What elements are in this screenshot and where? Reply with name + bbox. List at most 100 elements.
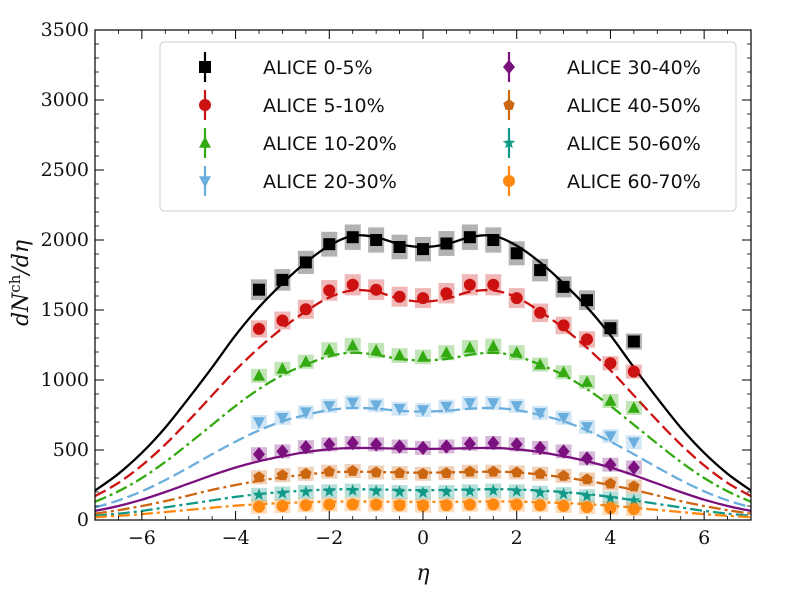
- data-point: [323, 498, 336, 511]
- y-tick-label: 3500: [41, 19, 89, 41]
- data-point: [393, 403, 406, 416]
- data-point: [440, 439, 453, 454]
- legend-entry-4: ALICE 20-30%: [199, 166, 397, 196]
- data-point: [276, 469, 289, 481]
- data-point: [510, 247, 523, 260]
- data-point: [370, 437, 383, 452]
- data-point: [370, 400, 383, 412]
- model-curve-2: [95, 288, 751, 498]
- data-point: [534, 499, 547, 512]
- data-point: [252, 488, 266, 501]
- data-point: [253, 369, 265, 381]
- data-point: [581, 422, 593, 434]
- data-point: [487, 435, 500, 451]
- legend-label: ALICE 30-40%: [567, 57, 701, 79]
- legend-label: ALICE 10-20%: [263, 133, 397, 155]
- data-point: [346, 278, 359, 291]
- data-point: [440, 485, 453, 498]
- data-point: [276, 314, 289, 327]
- data-point: [510, 498, 523, 511]
- data-point: [299, 355, 312, 367]
- data-point: [440, 467, 453, 478]
- legend-entry-7: ALICE 50-60%: [502, 128, 701, 158]
- data-point: [487, 234, 500, 246]
- legend-entry-5: ALICE 30-40%: [503, 52, 701, 82]
- data-point: [510, 292, 523, 305]
- data-point: [627, 493, 641, 506]
- legend-marker: [503, 59, 515, 75]
- data-point: [604, 394, 617, 406]
- data-point: [580, 489, 594, 502]
- data-point: [393, 241, 406, 253]
- data-point: [253, 447, 265, 462]
- data-point: [417, 292, 429, 305]
- legend-marker: [199, 99, 211, 111]
- data-point: [323, 401, 336, 413]
- data-point: [253, 283, 265, 296]
- data-point: [463, 398, 476, 410]
- data-point: [370, 234, 383, 246]
- data-point: [393, 439, 406, 454]
- data-point: [253, 322, 265, 335]
- data-point: [627, 401, 640, 413]
- data-point: [370, 344, 383, 356]
- legend-label: ALICE 20-30%: [263, 171, 397, 193]
- x-tick-label: −6: [128, 527, 156, 549]
- data-point: [347, 465, 359, 476]
- legend-entry-1: ALICE 0-5%: [199, 52, 373, 82]
- data-point: [557, 487, 570, 500]
- legend: ALICE 0-5% ALICE 5-10% ALICE 10-20% ALICE 2…: [159, 41, 737, 212]
- data-point: [534, 440, 547, 456]
- data-point: [604, 322, 617, 335]
- y-tick-label: 3000: [41, 89, 89, 111]
- legend-entry-6: ALICE 40-50%: [503, 90, 701, 120]
- data-point: [487, 398, 500, 410]
- data-point: [346, 231, 359, 244]
- data-point: [627, 335, 640, 348]
- data-point: [463, 231, 476, 244]
- data-point: [300, 467, 312, 479]
- data-point: [417, 499, 429, 512]
- legend-entry-2: ALICE 5-10%: [199, 90, 385, 120]
- data-point: [463, 498, 476, 511]
- series-markers-1: [251, 224, 642, 350]
- data-point: [487, 465, 499, 477]
- data-point: [604, 477, 617, 489]
- data-point: [534, 467, 546, 479]
- data-point: [510, 401, 523, 413]
- series-markers-8: [251, 497, 642, 517]
- data-point: [417, 243, 429, 256]
- data-point: [581, 473, 593, 485]
- legend-marker: [503, 99, 515, 110]
- data-point: [323, 238, 336, 251]
- axes: −6 −4 −2 0 2 4 6 0 500 1000 1500 2000 2500 3000 3500: [41, 19, 752, 549]
- data-point: [581, 375, 593, 387]
- data-point: [440, 346, 453, 358]
- legend-label: ALICE 5-10%: [263, 95, 385, 117]
- y-tick-label: 1000: [41, 369, 89, 391]
- data-point: [557, 319, 570, 332]
- data-point: [581, 451, 593, 466]
- data-point: [557, 365, 570, 378]
- data-point: [346, 498, 359, 511]
- legend-marker: [502, 136, 516, 149]
- data-point: [416, 486, 430, 498]
- data-point: [417, 440, 429, 456]
- x-axis-label: η: [416, 561, 429, 586]
- data-point: [276, 273, 289, 286]
- data-point: [253, 471, 265, 483]
- data-point: [276, 486, 289, 499]
- data-point: [393, 499, 406, 512]
- data-point: [299, 440, 312, 455]
- data-point: [369, 484, 383, 497]
- data-point: [627, 437, 640, 449]
- data-point: [463, 278, 476, 291]
- data-point: [393, 467, 406, 478]
- data-point: [323, 465, 335, 477]
- data-point: [581, 333, 593, 346]
- y-tick-label: 1500: [41, 299, 89, 321]
- data-point: [253, 500, 265, 513]
- data-point: [534, 358, 547, 370]
- data-point: [370, 283, 383, 296]
